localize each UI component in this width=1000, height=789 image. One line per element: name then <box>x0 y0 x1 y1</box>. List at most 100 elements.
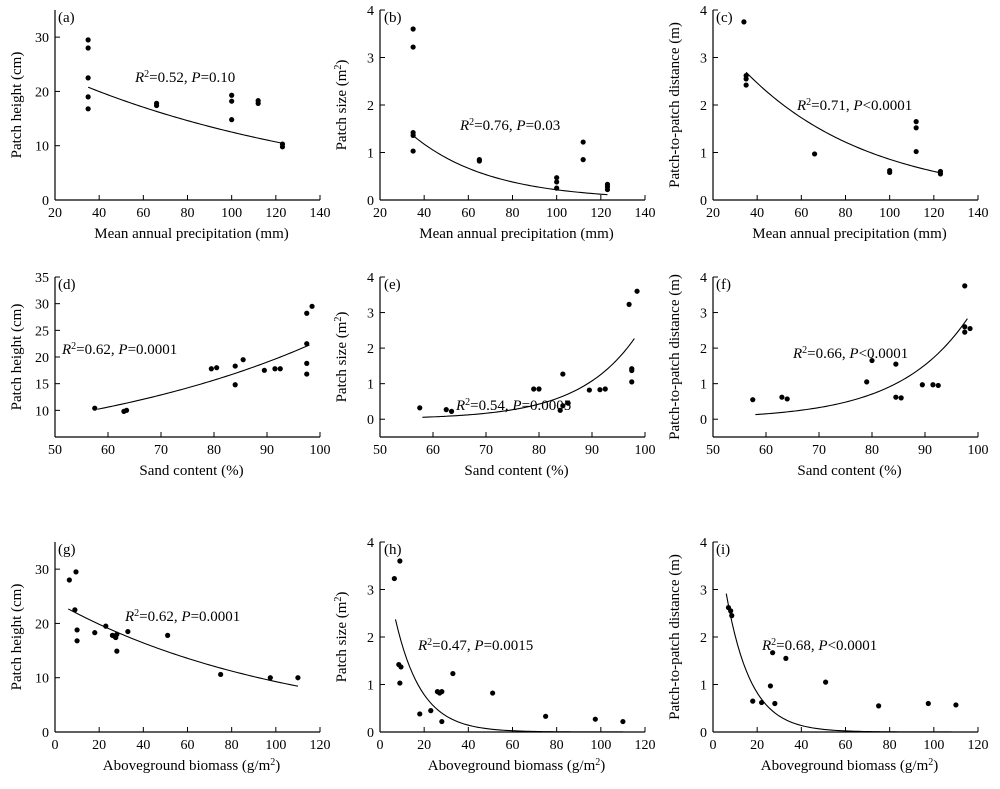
data-point <box>913 125 919 131</box>
panel-letter: (h) <box>384 542 402 558</box>
x-tick-label: 60 <box>759 443 773 458</box>
panel-letter: (i) <box>716 542 730 558</box>
data-point <box>125 628 131 635</box>
x-tick-label: 60 <box>839 738 853 753</box>
data-point <box>629 379 635 385</box>
x-tick-label: 120 <box>635 738 656 753</box>
panel-letter: (a) <box>58 10 75 26</box>
data-point <box>261 367 267 373</box>
panel-d: 50 60 70 80 90 100 10 15 20 25 30 35 Sand content (%… <box>9 271 331 479</box>
data-point <box>267 675 273 681</box>
data-point <box>255 100 261 106</box>
data-point <box>92 630 98 636</box>
x-tick-label: 20 <box>373 206 387 221</box>
x-tick-label: 120 <box>590 206 611 221</box>
y-axis-label: Patch height (cm) <box>9 52 25 159</box>
data-point <box>560 403 566 409</box>
stat-label: R2=0.54, P=0.0005 <box>455 397 571 415</box>
data-point <box>417 405 423 411</box>
y-axis-label: Patch height (cm) <box>9 304 25 411</box>
x-tick-label: 80 <box>207 443 221 458</box>
data-point <box>580 157 586 163</box>
y-tick-label: 20 <box>35 351 49 366</box>
data-point <box>103 623 109 629</box>
data-point <box>913 119 919 125</box>
x-tick-label: 70 <box>812 443 826 458</box>
x-tick-label: 40 <box>750 206 764 221</box>
fit-curve <box>755 318 968 416</box>
data-point <box>397 680 403 686</box>
data-point <box>410 44 416 50</box>
x-tick-label: 40 <box>92 206 106 221</box>
data-point <box>272 366 278 372</box>
data-point <box>74 638 80 644</box>
y-axis-label: Patch-to-patch distance (m) <box>667 274 683 440</box>
data-point <box>74 627 80 633</box>
stat-label: R2=0.62, P=0.0001 <box>124 608 240 626</box>
panel-b: 20 40 60 80 100 120 140 0 1 2 3 4 Mean annual precip… <box>333 4 656 242</box>
y-tick-label: 2 <box>700 99 707 114</box>
data-point <box>580 139 586 145</box>
x-tick-label: 80 <box>550 738 564 753</box>
y-tick-label: 3 <box>367 584 374 599</box>
x-tick-label: 50 <box>706 443 720 458</box>
y-tick-label: 4 <box>700 536 707 551</box>
y-tick-label: 0 <box>700 413 707 428</box>
data-point <box>428 708 434 714</box>
y-axis-label: Patch size (m2) <box>333 312 351 403</box>
x-tick-label: 0 <box>710 738 717 753</box>
data-point <box>85 37 91 43</box>
data-point <box>557 407 563 413</box>
x-tick-label: 80 <box>883 738 897 753</box>
x-tick-label: 90 <box>260 443 274 458</box>
stat-label: R2=0.71, P<0.0001 <box>796 97 912 115</box>
stat-label: R2=0.47, P=0.0015 <box>417 637 533 655</box>
x-tick-label: 60 <box>506 738 520 753</box>
data-point <box>935 382 941 389</box>
data-point <box>772 700 778 707</box>
data-point <box>811 151 818 157</box>
x-tick-label: 40 <box>417 206 431 221</box>
panel-letter: (d) <box>58 277 76 293</box>
fit-curve <box>394 619 623 733</box>
y-tick-label: 2 <box>367 99 374 114</box>
data-point <box>85 106 91 112</box>
y-axis-label: Patch-to-patch distance (m) <box>667 22 683 188</box>
data-point <box>309 303 315 309</box>
x-tick-label: 40 <box>794 738 808 753</box>
data-point <box>864 379 870 385</box>
data-point <box>634 288 640 294</box>
data-point <box>913 148 919 155</box>
panel-letter: (e) <box>384 277 401 293</box>
data-point <box>114 648 120 654</box>
data-point <box>602 386 608 392</box>
y-tick-label: 25 <box>35 324 49 339</box>
y-tick-label: 0 <box>367 413 374 428</box>
y-tick-label: 0 <box>700 194 707 209</box>
data-point <box>490 690 496 696</box>
x-tick-label: 140 <box>635 206 656 221</box>
data-point <box>823 679 829 685</box>
y-tick-label: 10 <box>35 672 49 687</box>
x-axis-label: Sand content (%) <box>464 463 568 479</box>
data-point <box>743 82 749 88</box>
data-point <box>295 675 301 681</box>
data-point <box>898 395 904 401</box>
y-tick-label: 2 <box>700 631 707 646</box>
x-tick-label: 100 <box>968 443 989 458</box>
data-point <box>741 19 747 25</box>
x-tick-label: 70 <box>154 443 168 458</box>
y-axis-label: Patch size (m2) <box>333 60 351 151</box>
x-tick-label: 100 <box>879 206 900 221</box>
data-point <box>592 716 598 722</box>
data-point <box>565 400 571 406</box>
y-tick-label: 0 <box>42 726 49 741</box>
y-tick-label: 0 <box>367 726 374 741</box>
data-point <box>417 711 423 717</box>
y-tick-label: 10 <box>35 404 49 419</box>
fit-curve <box>97 344 310 410</box>
x-tick-label: 100 <box>546 206 567 221</box>
y-tick-label: 10 <box>35 140 49 155</box>
x-tick-label: 60 <box>426 443 440 458</box>
